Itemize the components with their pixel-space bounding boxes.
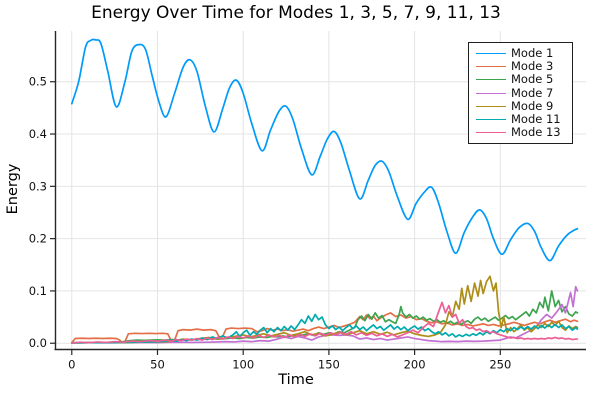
x-tick-label: 150 [318,358,340,372]
legend: Mode 1 Mode 3 Mode 5 Mode 7 Mode 9 Mode 11 Mod… [468,42,573,145]
legend-swatch-mode-9 [476,105,506,107]
chart-title: Energy Over Time for Modes 1, 3, 5, 7, 9… [91,3,501,23]
x-tick-label: 250 [489,358,511,372]
legend-swatch-mode-3 [476,66,506,68]
legend-label-mode-9: Mode 9 [511,98,554,113]
y-axis-label: Energy [5,163,21,215]
legend-item-mode-13: Mode 13 [476,125,568,140]
x-tick-label: 200 [404,358,426,372]
y-tick-label: 0.3 [29,179,47,193]
series-line-mode-3 [70,312,579,344]
y-tick-label: 0.0 [29,336,47,350]
legend-swatch-mode-13 [476,132,506,134]
legend-swatch-mode-1 [476,53,506,55]
legend-swatch-mode-11 [476,119,506,121]
legend-label-mode-1: Mode 1 [511,46,554,60]
legend-item-mode-3: Mode 3 [476,59,568,74]
series-line-mode-11 [70,313,579,344]
axes [50,31,586,355]
x-tick-label: 0 [68,358,75,372]
legend-item-mode-11: Mode 11 [476,111,568,126]
x-tick-label: 100 [232,358,254,372]
series-lines [70,38,579,344]
y-tick-label: 0.4 [29,127,47,141]
legend-swatch-mode-5 [476,79,506,81]
x-tick-label: 50 [150,358,165,372]
legend-item-mode-5: Mode 5 [476,73,568,86]
legend-item-mode-9: Mode 9 [476,98,568,113]
legend-label-mode-5: Mode 5 [511,72,554,87]
x-axis-label: Time [278,372,314,388]
tick-labels: 0.0 0.1 0.2 0.3 0.4 0.5 0 50 100 150 200 250 [29,75,512,372]
legend-item-mode-1: Mode 1 [476,46,568,60]
legend-label-mode-11: Mode 11 [511,111,561,126]
series-line-mode-1 [70,38,579,262]
legend-item-mode-7: Mode 7 [476,85,568,100]
legend-label-mode-3: Mode 3 [511,59,554,74]
legend-label-mode-13: Mode 13 [511,125,561,140]
legend-swatch-mode-7 [476,92,506,94]
legend-label-mode-7: Mode 7 [511,85,554,100]
y-tick-label: 0.5 [29,75,47,89]
y-tick-label: 0.2 [29,232,47,246]
series-line-mode-13 [70,301,579,344]
y-tick-label: 0.1 [29,284,47,298]
